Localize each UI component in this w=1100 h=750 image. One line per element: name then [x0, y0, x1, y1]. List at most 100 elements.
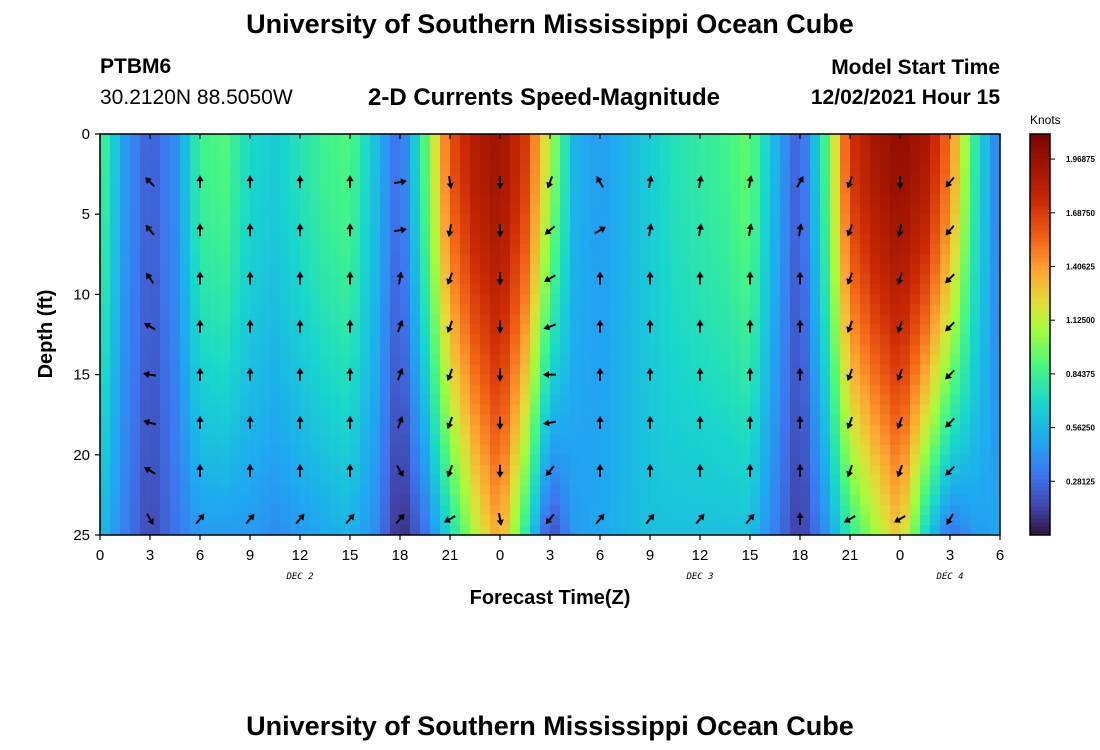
heatmap-cell	[530, 354, 541, 366]
heatmap-cell	[900, 514, 911, 526]
heatmap-cell	[270, 274, 281, 285]
heatmap-cell	[280, 504, 291, 516]
heatmap-cell	[400, 234, 411, 245]
heatmap-cell	[950, 174, 961, 185]
heatmap-cell	[930, 344, 941, 356]
heatmap-cell	[230, 354, 241, 366]
colorbar-cell	[1030, 374, 1050, 380]
heatmap-cell	[230, 374, 241, 386]
heatmap-cell	[720, 344, 731, 356]
heatmap-cell	[760, 334, 771, 346]
heatmap-cell	[570, 184, 581, 195]
heatmap-cell	[350, 524, 361, 535]
heatmap-cell	[290, 174, 301, 185]
heatmap-cell	[810, 134, 821, 145]
heatmap-cell	[150, 204, 161, 215]
heatmap-cell	[210, 204, 221, 215]
heatmap-cell	[140, 214, 151, 225]
heatmap-cell	[120, 144, 131, 155]
heatmap-cell	[830, 434, 841, 446]
heatmap-cell	[800, 374, 811, 386]
heatmap-cell	[890, 284, 901, 296]
heatmap-cell	[550, 514, 561, 526]
heatmap-cell	[410, 154, 421, 165]
heatmap-cell	[820, 344, 831, 356]
x-tick-label: 0	[96, 547, 104, 564]
heatmap-cell	[110, 264, 121, 275]
heatmap-cell	[170, 384, 181, 396]
heatmap-cell	[510, 364, 521, 376]
heatmap-cell	[560, 204, 571, 215]
heatmap-cell	[490, 244, 501, 255]
heatmap-cell	[950, 164, 961, 175]
heatmap-cell	[750, 164, 761, 175]
heatmap-cell	[330, 204, 341, 215]
heatmap-cell	[580, 474, 591, 486]
heatmap-cell	[390, 364, 401, 376]
arrow-head	[599, 226, 607, 233]
heatmap-cell	[810, 334, 821, 346]
heatmap-cell	[160, 194, 171, 205]
heatmap-cell	[410, 284, 421, 296]
heatmap-cell	[780, 254, 791, 265]
heatmap-cell	[190, 404, 201, 416]
heatmap-cell	[110, 154, 121, 165]
heatmap-cell	[670, 304, 681, 316]
heatmap-cell	[370, 214, 381, 225]
heatmap-cell	[430, 204, 441, 215]
heatmap-cell	[590, 324, 601, 336]
heatmap-cell	[650, 164, 661, 175]
heatmap-cell	[200, 454, 211, 466]
heatmap-cell	[470, 444, 481, 456]
arrow-head	[846, 229, 854, 237]
heatmap-cell	[190, 384, 201, 396]
heatmap-cell	[580, 394, 591, 406]
heatmap-cell	[550, 224, 561, 235]
heatmap-cell	[710, 294, 721, 306]
heatmap-cell	[750, 334, 761, 346]
heatmap-cell	[820, 264, 831, 275]
heatmap-cell	[850, 354, 861, 366]
heatmap-cell	[810, 234, 821, 245]
heatmap-cell	[550, 444, 561, 456]
heatmap-cell	[300, 374, 311, 386]
heatmap-cell	[730, 414, 741, 426]
heatmap-cell	[420, 134, 431, 145]
heatmap-cell	[600, 344, 611, 356]
heatmap-cell	[480, 334, 491, 346]
heatmap-cell	[920, 334, 931, 346]
heatmap-cell	[600, 524, 611, 535]
heatmap-cell	[730, 334, 741, 346]
heatmap-cell	[280, 144, 291, 155]
colorbar-cell	[1030, 418, 1050, 424]
heatmap-cell	[790, 434, 801, 446]
heatmap-cell	[250, 484, 261, 496]
heatmap-cell	[740, 424, 751, 436]
heatmap-cell	[220, 244, 231, 255]
heatmap-cell	[240, 204, 251, 215]
heatmap-cell	[760, 154, 771, 165]
heatmap-cell	[700, 504, 711, 516]
heatmap-cell	[670, 484, 681, 496]
heatmap-cell	[150, 254, 161, 265]
heatmap-cell	[680, 434, 691, 446]
heatmap-cell	[290, 224, 301, 235]
heatmap-cell	[600, 514, 611, 526]
arrow-head	[446, 422, 454, 430]
heatmap-cell	[750, 354, 761, 366]
heatmap-cell	[950, 274, 961, 285]
arrow-head	[646, 319, 654, 326]
arrow-head	[544, 228, 552, 235]
heatmap-cell	[550, 394, 561, 406]
heatmap-cell	[910, 174, 921, 185]
heatmap-cell	[470, 254, 481, 265]
heatmap-cell	[880, 494, 891, 506]
heatmap-cell	[120, 184, 131, 195]
heatmap-cell	[150, 354, 161, 366]
colorbar-cell	[1030, 510, 1050, 516]
heatmap-cell	[500, 144, 511, 155]
heatmap-cell	[180, 384, 191, 396]
heatmap-cell	[710, 414, 721, 426]
heatmap-cell	[720, 254, 731, 265]
heatmap-cell	[370, 314, 381, 326]
